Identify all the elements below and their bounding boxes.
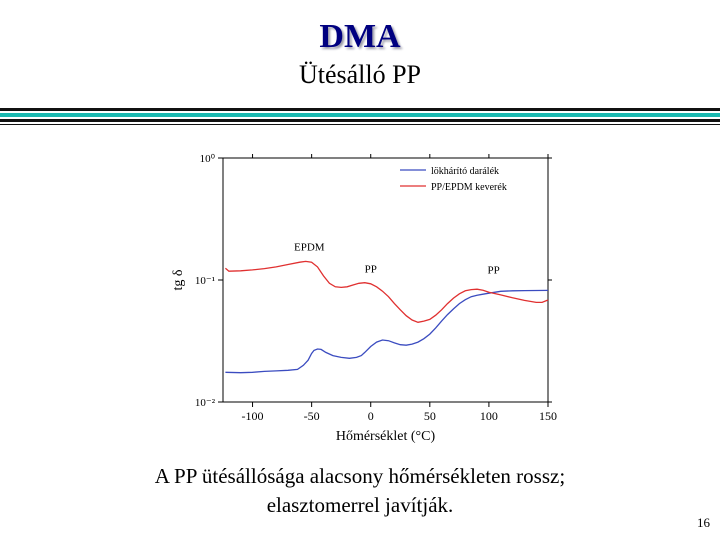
x-tick-label: 0: [368, 409, 374, 423]
x-axis-label: Hőmérséklet (°C): [336, 429, 436, 444]
slide-title: DMA: [319, 18, 401, 55]
divider-line-top: [0, 108, 720, 111]
y-tick-label: 10⁰: [200, 153, 216, 165]
peak-annotation: PP: [365, 264, 377, 276]
divider-line-bottom: [0, 124, 720, 125]
series-line: [224, 260, 549, 323]
y-tick-label: 10⁻¹: [195, 275, 215, 287]
legend-label: PP/EPDM keverék: [431, 182, 507, 193]
peak-annotation: PP: [488, 265, 500, 277]
x-tick-label: -100: [242, 409, 264, 423]
y-axis-label: tg δ: [171, 269, 186, 290]
plot-frame: [222, 157, 549, 403]
divider-line-mid: [0, 119, 720, 122]
x-tick-label: 50: [424, 409, 436, 423]
dma-chart: -100 -50 0 50 100 150 10⁻² 10⁻¹ 10⁰ Hőmérséklet (…: [171, 153, 557, 444]
caption-line-1: A PP ütésállósága alacsony hőmérsékleten…: [154, 464, 566, 488]
slide-subtitle: Ütésálló PP: [298, 60, 422, 89]
y-tick-label: 10⁻²: [195, 397, 216, 409]
x-tick-label: 100: [480, 409, 498, 423]
divider-line-teal: [0, 113, 720, 117]
peak-annotation: EPDM: [294, 241, 325, 253]
x-tick-label: -50: [304, 409, 320, 423]
series-line: [225, 289, 549, 374]
caption-line-2: elasztomerrel javítják.: [266, 493, 454, 517]
slide-caption: A PP ütésállósága alacsony hőmérsékleten…: [60, 462, 660, 520]
page-number: 16: [697, 515, 710, 530]
legend-label: lökhárító darálék: [431, 166, 499, 177]
x-tick-label: 150: [539, 409, 557, 423]
